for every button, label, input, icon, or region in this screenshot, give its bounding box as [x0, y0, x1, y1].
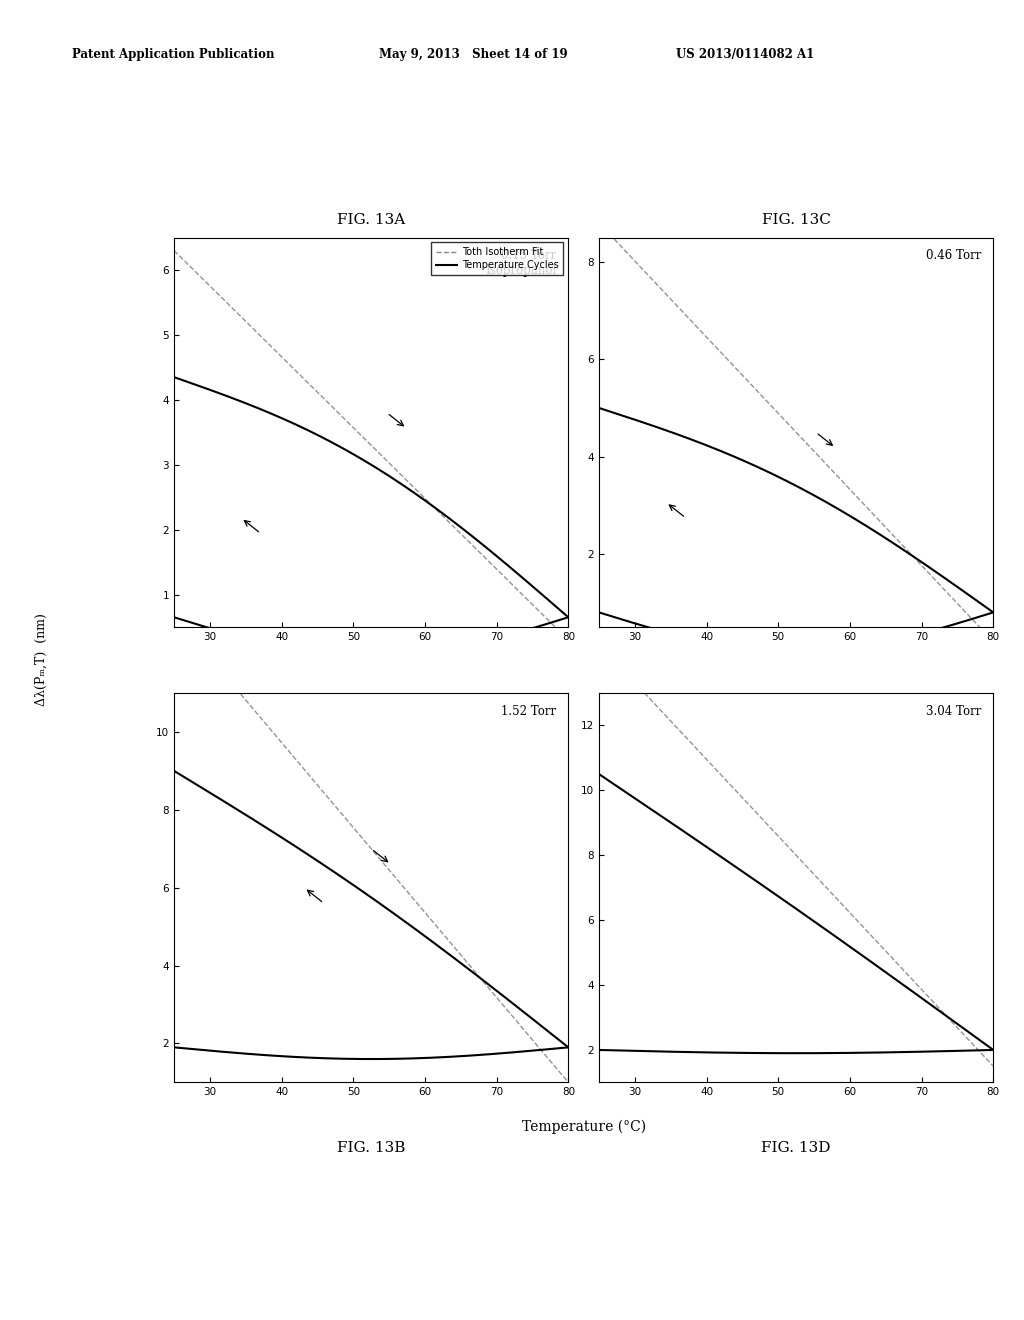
Text: May 9, 2013   Sheet 14 of 19: May 9, 2013 Sheet 14 of 19 — [379, 48, 567, 61]
Text: Δλ(Pₘ,T)  (nm): Δλ(Pₘ,T) (nm) — [35, 614, 47, 706]
Legend: Toth Isotherm Fit, Temperature Cycles: Toth Isotherm Fit, Temperature Cycles — [431, 243, 563, 275]
Text: Temperature (°C): Temperature (°C) — [521, 1119, 646, 1134]
Text: FIG. 13B: FIG. 13B — [337, 1140, 406, 1155]
Text: Patent Application Publication: Patent Application Publication — [72, 48, 274, 61]
Text: 3.04 Torr: 3.04 Torr — [926, 705, 981, 718]
Text: FIG. 13C: FIG. 13C — [762, 213, 830, 227]
Text: US 2013/0114082 A1: US 2013/0114082 A1 — [676, 48, 814, 61]
Text: 1.52 Torr: 1.52 Torr — [502, 705, 556, 718]
Text: 0.15 Torr
Isopropanol: 0.15 Torr Isopropanol — [485, 249, 556, 277]
Text: FIG. 13D: FIG. 13D — [762, 1140, 830, 1155]
Text: 0.46 Torr: 0.46 Torr — [926, 249, 981, 263]
Text: FIG. 13A: FIG. 13A — [337, 213, 406, 227]
